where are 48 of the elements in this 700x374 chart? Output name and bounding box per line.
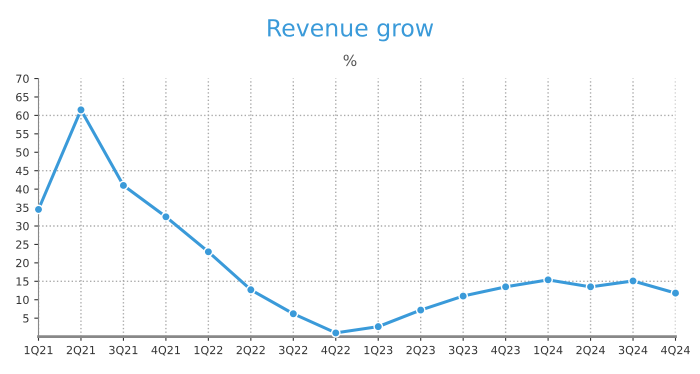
x-tick-label: 2Q22 <box>236 346 265 356</box>
x-tick-label: 3Q24 <box>618 346 648 356</box>
x-tick-label: 3Q21 <box>109 346 138 356</box>
point <box>628 276 638 286</box>
x-tick-label: 3Q23 <box>449 346 478 356</box>
point <box>543 274 553 285</box>
point <box>670 288 680 298</box>
point <box>373 322 384 332</box>
y-tick-label: 10 <box>16 296 29 304</box>
x-tick-label: 1Q21 <box>24 346 52 356</box>
y-tick-label: 50 <box>16 148 29 157</box>
y-tick-label: 5 <box>23 314 28 323</box>
point <box>161 212 171 222</box>
y-tick-label: 55 <box>16 130 28 138</box>
chart-subtitle: % <box>344 54 356 66</box>
x-tick-label: 4Q21 <box>151 346 180 356</box>
x-tick-label: 2Q23 <box>406 346 435 356</box>
y-tick-label: 30 <box>16 222 29 230</box>
point <box>204 246 214 257</box>
x-tick-label: 4Q22 <box>321 346 350 356</box>
point <box>586 282 596 292</box>
point <box>500 282 510 292</box>
y-tick-label: 60 <box>16 111 29 120</box>
point <box>458 291 468 301</box>
y-tick-label: 65 <box>16 92 28 102</box>
x-tick-label: 4Q23 <box>491 346 520 356</box>
x-tick-label: 2Q21 <box>66 346 95 356</box>
point <box>118 180 128 190</box>
x-tick-label: 1Q24 <box>534 346 562 356</box>
point <box>288 308 298 319</box>
point <box>34 204 44 214</box>
point <box>76 105 86 115</box>
y-tick-label: 35 <box>16 204 28 212</box>
x-tick-label: 2Q24 <box>576 346 605 356</box>
x-tick-label: 1Q22 <box>194 346 222 356</box>
point <box>416 305 426 315</box>
y-tick-label: 20 <box>16 258 29 268</box>
point <box>330 328 341 338</box>
y-tick-label: 70 <box>16 74 29 83</box>
x-tick-label: 1Q23 <box>364 346 392 356</box>
point <box>246 284 256 295</box>
x-tick-label: 4Q24 <box>661 346 690 356</box>
y-tick-label: 45 <box>16 166 28 176</box>
y-tick-label: 15 <box>16 277 28 286</box>
chart-title: Revenue grow <box>268 19 434 42</box>
x-tick-label: 3Q22 <box>279 346 308 356</box>
y-tick-label: 40 <box>16 185 29 194</box>
y-tick-label: 25 <box>16 240 28 249</box>
